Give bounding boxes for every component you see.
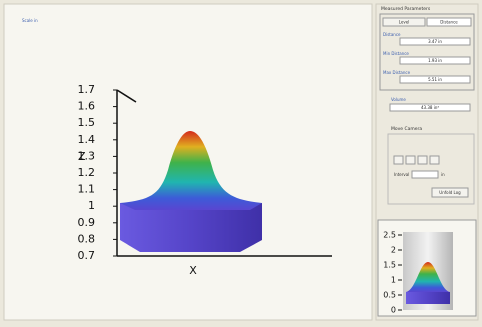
z-tick-label: 1.1 xyxy=(78,183,96,196)
inset-tick-label: 2 xyxy=(391,246,396,255)
camera-button[interactable] xyxy=(417,155,428,165)
camera-button[interactable] xyxy=(405,155,416,165)
z-tick-label: 0.7 xyxy=(78,249,96,262)
scale-link[interactable]: Scale in xyxy=(22,18,38,23)
level-button-label: Level xyxy=(399,20,410,25)
z-tick-label: 0.9 xyxy=(78,216,96,229)
x-label: X xyxy=(189,264,197,277)
distance-button[interactable] xyxy=(426,17,472,27)
z-tick-label: 1.3 xyxy=(78,149,96,162)
field-label: Max Distance xyxy=(383,70,411,75)
unfold-log-button[interactable] xyxy=(431,187,469,198)
field-input[interactable] xyxy=(399,37,471,46)
volume-label: Volume xyxy=(391,97,406,102)
inset-dome xyxy=(406,262,450,292)
params-box xyxy=(379,13,475,91)
camera-box xyxy=(387,133,475,205)
inset-tick-label: 1 xyxy=(391,276,396,285)
z-tick-label: 0.8 xyxy=(78,232,96,245)
surface-base xyxy=(120,203,262,252)
inset-base xyxy=(406,292,450,304)
field-label: Distance xyxy=(383,32,401,37)
camera-button[interactable] xyxy=(429,155,440,165)
z-tick-label: 1.4 xyxy=(78,133,96,146)
inset-tick-label: 1.5 xyxy=(383,261,396,270)
z-tick-label: 1 xyxy=(88,199,95,212)
inset-tick-label: 0.5 xyxy=(383,291,396,300)
distance-button-label: Distance xyxy=(440,20,458,25)
panel-title: Measured Parameters xyxy=(381,6,431,12)
field-value: 1.93 in xyxy=(428,58,442,63)
inset-tick-label: 2.5 xyxy=(383,231,396,240)
level-button[interactable] xyxy=(382,17,426,27)
camera-title: Move Camera xyxy=(391,126,422,132)
volume-field[interactable] xyxy=(389,103,471,112)
z-tick-label: 1.5 xyxy=(78,116,96,129)
unfold-log-label: Unfold Log xyxy=(439,190,461,195)
field-value: 5.51 in xyxy=(428,77,442,82)
field-label: Min Distance xyxy=(383,51,409,56)
volume-value: 43.38 in³ xyxy=(421,105,439,110)
interval-unit: in xyxy=(441,172,445,177)
interval-label: Interval xyxy=(394,172,409,177)
field-input[interactable] xyxy=(399,75,471,84)
surface-dome xyxy=(120,131,262,210)
inset-tick-label: 0 xyxy=(391,306,396,315)
camera-buttons xyxy=(393,155,440,165)
z-tick-label: 1.7 xyxy=(78,83,96,96)
field-value: 3.47 in xyxy=(428,39,442,44)
interval-field[interactable] xyxy=(411,170,439,179)
z-label: Z xyxy=(78,150,86,163)
z-tick-label: 1.2 xyxy=(78,166,96,179)
depth-axis xyxy=(116,89,137,103)
camera-button[interactable] xyxy=(393,155,404,165)
z-tick-label: 1.6 xyxy=(78,100,96,113)
field-input[interactable] xyxy=(399,56,471,65)
